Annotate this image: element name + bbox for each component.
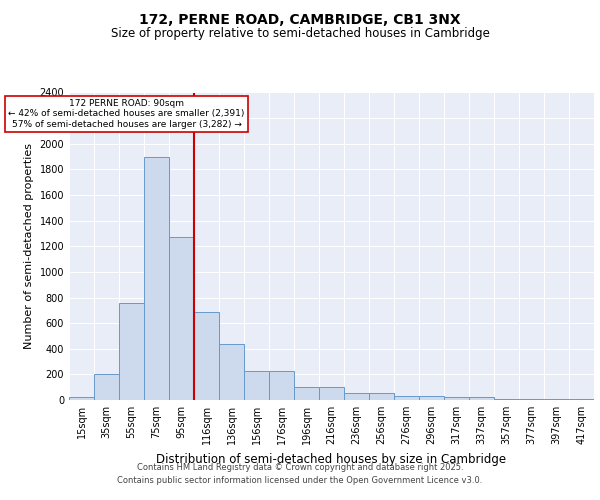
Bar <box>494 398 519 400</box>
Bar <box>219 344 244 400</box>
Bar <box>369 393 394 400</box>
Bar <box>444 398 469 400</box>
Bar <box>419 396 444 400</box>
Bar <box>294 386 319 400</box>
Y-axis label: Number of semi-detached properties: Number of semi-detached properties <box>24 143 34 349</box>
Bar <box>244 370 269 400</box>
Text: 172 PERNE ROAD: 90sqm
← 42% of semi-detached houses are smaller (2,391)
57% of s: 172 PERNE ROAD: 90sqm ← 42% of semi-deta… <box>8 99 245 128</box>
Text: Contains HM Land Registry data © Crown copyright and database right 2025.: Contains HM Land Registry data © Crown c… <box>137 462 463 471</box>
Bar <box>394 396 419 400</box>
Bar <box>269 370 294 400</box>
X-axis label: Distribution of semi-detached houses by size in Cambridge: Distribution of semi-detached houses by … <box>157 452 506 466</box>
Bar <box>69 397 94 400</box>
Bar <box>469 398 494 400</box>
Bar <box>319 386 344 400</box>
Bar <box>169 238 194 400</box>
Text: Size of property relative to semi-detached houses in Cambridge: Size of property relative to semi-detach… <box>110 28 490 40</box>
Bar <box>94 374 119 400</box>
Bar <box>194 312 219 400</box>
Bar <box>119 302 144 400</box>
Bar <box>144 156 169 400</box>
Bar <box>344 393 369 400</box>
Text: Contains public sector information licensed under the Open Government Licence v3: Contains public sector information licen… <box>118 476 482 485</box>
Text: 172, PERNE ROAD, CAMBRIDGE, CB1 3NX: 172, PERNE ROAD, CAMBRIDGE, CB1 3NX <box>139 12 461 26</box>
